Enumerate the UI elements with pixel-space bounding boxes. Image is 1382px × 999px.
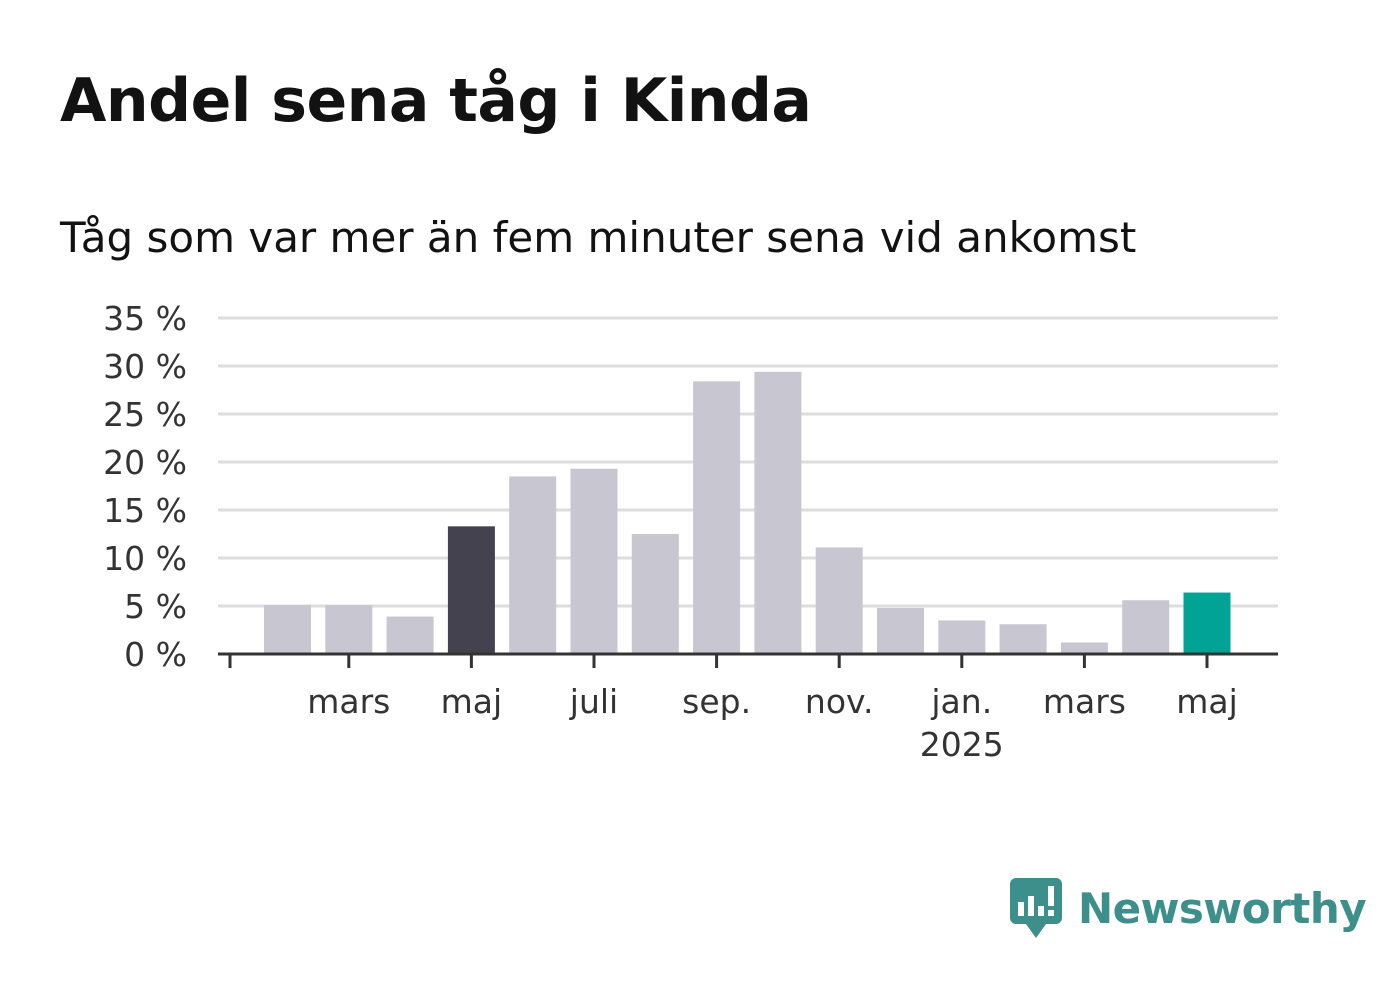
bar-2024-08: [631, 534, 679, 654]
x-tick-label: sep.: [682, 682, 751, 721]
bar-2025-03: [1060, 642, 1108, 654]
bar-2025-05: [1183, 592, 1231, 654]
y-tick-label: 10 %: [103, 539, 187, 578]
bar-2024-04: [386, 616, 434, 654]
x-axis: [218, 652, 1278, 668]
bar-2024-02: [264, 605, 311, 654]
y-tick-label: 20 %: [103, 443, 187, 482]
bar-2024-05: [447, 526, 495, 654]
bar-2025-04: [1122, 600, 1170, 654]
bars: [264, 371, 1231, 654]
y-tick-label: 35 %: [103, 299, 187, 338]
x-axis-tick-labels: mars maj juli sep. nov. jan. 2025 mars maj: [307, 682, 1238, 764]
y-tick-label: 15 %: [103, 491, 187, 530]
x-tick-label: maj: [1176, 682, 1238, 721]
bar-2024-03: [325, 605, 373, 654]
y-tick-label: 5 %: [124, 587, 187, 626]
chart-title: Andel sena tåg i Kinda: [60, 66, 812, 136]
bar-2025-01: [938, 620, 986, 654]
x-tick-label: maj: [441, 682, 503, 721]
x-tick-year-label: 2025: [920, 725, 1004, 764]
bar-2024-11: [815, 547, 863, 654]
bar-2024-10: [754, 371, 802, 654]
x-tick-label: jan.: [930, 682, 992, 721]
x-tick-label: nov.: [805, 682, 874, 721]
bar-2024-06: [509, 476, 557, 654]
bar-2025-02: [999, 624, 1047, 654]
chart-subtitle: Tåg som var mer än fem minuter sena vid …: [60, 213, 1137, 262]
y-tick-label: 30 %: [103, 347, 187, 386]
bar-2024-07: [570, 468, 618, 654]
x-tick-label: mars: [1043, 682, 1126, 721]
newsworthy-logo-icon: [1010, 878, 1062, 938]
brand-logo: Newsworthy: [1010, 878, 1367, 938]
x-tick-label: juli: [569, 682, 618, 721]
bar-2024-09: [693, 381, 741, 654]
bar-2024-12: [877, 607, 924, 654]
y-axis-tick-labels: 0 % 5 % 10 % 15 % 20 % 25 % 30 % 35 %: [103, 299, 187, 674]
brand-name: Newsworthy: [1078, 883, 1367, 933]
y-tick-label: 25 %: [103, 395, 187, 434]
x-tick-label: mars: [307, 682, 390, 721]
y-tick-label: 0 %: [124, 635, 187, 674]
grid-lines: [218, 316, 1278, 608]
